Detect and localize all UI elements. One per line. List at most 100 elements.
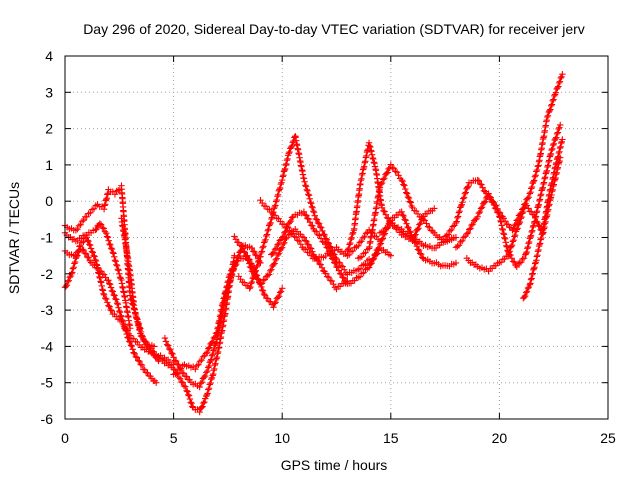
data-point-marker (548, 146, 555, 154)
data-point-marker (211, 333, 219, 341)
data-point-marker (400, 181, 407, 188)
data-point-marker (548, 101, 556, 108)
data-point-marker (457, 238, 464, 246)
data-point-marker (100, 290, 107, 298)
data-point-marker (269, 250, 276, 257)
data-point-marker (359, 234, 367, 242)
data-point-marker (303, 237, 310, 245)
data-point-marker (399, 211, 406, 219)
x-tick-label: 15 (383, 430, 399, 446)
data-point-marker (247, 264, 255, 271)
data-point-marker (415, 225, 422, 232)
data-point-marker (129, 346, 136, 353)
data-point-marker (73, 253, 80, 261)
data-point-marker (230, 265, 237, 272)
data-point-marker (261, 292, 269, 299)
data-point-marker (504, 253, 512, 260)
data-point-marker (499, 226, 507, 234)
data-point-marker (239, 245, 247, 252)
data-point-marker (367, 143, 374, 151)
data-point-marker (514, 225, 521, 232)
data-point-marker (170, 354, 177, 361)
data-point-marker (208, 356, 215, 363)
data-point-marker (452, 259, 460, 267)
data-point-marker (455, 209, 463, 216)
data-point-marker (344, 247, 351, 255)
data-point-marker (331, 259, 338, 266)
data-point-marker (305, 192, 313, 199)
data-point-marker (107, 284, 115, 291)
data-point-marker (126, 338, 134, 346)
data-point-marker (75, 247, 82, 254)
data-point-marker (130, 349, 137, 356)
data-point-marker (204, 348, 211, 356)
data-point-marker (316, 232, 323, 239)
data-point-marker (403, 220, 410, 227)
data-point-marker (535, 222, 542, 229)
data-point-marker (475, 177, 483, 184)
x-tick-label: 10 (274, 430, 290, 446)
data-point-marker (226, 270, 234, 278)
data-point-marker (518, 213, 525, 221)
data-point-marker (480, 199, 488, 206)
data-point-marker (100, 291, 108, 299)
data-point-marker (133, 354, 141, 361)
data-point-marker (368, 148, 375, 155)
data-point-marker (528, 275, 535, 282)
data-point-marker (402, 189, 410, 196)
data-point-marker (309, 222, 316, 230)
data-point-marker (113, 261, 120, 269)
data-point-marker (403, 190, 411, 197)
data-point-marker (115, 304, 122, 311)
data-point-marker (402, 217, 409, 224)
data-point-marker (559, 136, 566, 143)
data-point-marker (244, 256, 251, 263)
data-point-marker (141, 337, 149, 345)
data-point-marker (131, 350, 138, 357)
data-point-marker (365, 139, 373, 146)
data-point-marker (530, 177, 538, 184)
data-point-marker (361, 233, 368, 241)
data-point-marker (286, 219, 294, 226)
data-point-marker (92, 226, 99, 234)
data-point-marker (70, 264, 77, 271)
data-point-marker (474, 176, 481, 184)
data-point-marker (143, 341, 150, 348)
data-point-marker (171, 357, 179, 364)
data-point-marker (103, 233, 111, 240)
data-point-marker (553, 134, 560, 141)
data-point-marker (205, 364, 212, 371)
data-point-marker (482, 198, 489, 205)
data-point-marker (413, 243, 421, 250)
data-point-marker (348, 234, 355, 242)
data-point-marker (333, 263, 340, 271)
data-point-marker (265, 222, 273, 229)
data-point-marker (552, 161, 560, 168)
data-point-marker (179, 379, 186, 386)
data-point-marker (378, 179, 386, 187)
data-point-marker (529, 227, 536, 234)
data-point-marker (101, 228, 109, 235)
data-point-marker (100, 271, 108, 278)
data-point-marker (258, 249, 265, 257)
data-point-marker (188, 400, 195, 407)
data-point-marker (289, 139, 296, 146)
data-point-marker (410, 236, 417, 243)
data-point-marker (459, 199, 466, 206)
data-point-marker (550, 140, 558, 147)
data-point-marker (547, 150, 555, 158)
data-point-marker (280, 171, 287, 179)
data-point-marker (510, 236, 517, 244)
data-point-marker (99, 224, 106, 231)
chart-title: Day 296 of 2020, Sidereal Day-to-day VTE… (83, 21, 585, 37)
data-point-marker (417, 220, 424, 227)
data-point-marker (495, 209, 502, 217)
data-point-marker (184, 388, 191, 395)
data-point-marker (501, 235, 509, 243)
data-point-marker (212, 330, 220, 337)
data-point-marker (113, 262, 121, 270)
data-point-marker (254, 276, 262, 283)
data-point-marker (511, 233, 518, 240)
data-point-marker (257, 253, 264, 260)
